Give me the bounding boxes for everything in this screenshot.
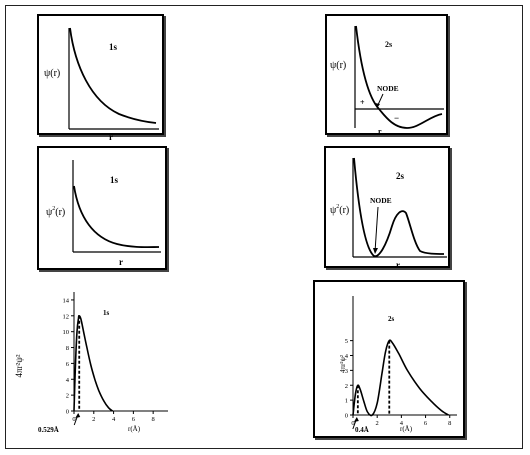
- y-tick-label: 6: [66, 361, 70, 368]
- y-tick-label: 0: [345, 413, 348, 420]
- x-axis-label: r: [396, 260, 400, 270]
- x-tick-label: 6: [132, 416, 136, 423]
- y-tick-label: 1: [345, 398, 348, 405]
- plus-sign: +: [360, 98, 365, 107]
- peak-label: 0.4Å: [355, 426, 369, 434]
- radial-2s-chart: 4πr²ψ² 2s r(Å) 0.4Å 0 1 2 3 4 5 0 2 4 6 8: [339, 296, 457, 434]
- x-axis-label: r: [378, 127, 382, 136]
- panel-title: 1s: [109, 42, 118, 52]
- y-tick-label: 12: [63, 313, 70, 320]
- y-tick-label: 5: [345, 338, 348, 345]
- x-tick-label: 2: [92, 416, 95, 423]
- panel-psi-2s: 2s ψ(r) NODE + − r: [325, 14, 448, 136]
- y-tick-label: 4: [66, 377, 70, 384]
- panel-title: 2s: [388, 315, 395, 323]
- x-tick-label: 4: [112, 416, 116, 423]
- panel-title: 1s: [110, 175, 119, 185]
- x-axis-label: r(Å): [128, 425, 141, 433]
- node-arrowhead: [375, 103, 380, 108]
- panel-radial-2s: 4πr²ψ² 2s r(Å) 0.4Å 0 1 2 3 4 5 0 2 4 6 8: [313, 280, 465, 438]
- y-tick-label: 4: [345, 353, 349, 360]
- panel-title: 2s: [385, 40, 392, 49]
- psi2-1s-plot: 1s ψ2(r) r: [46, 160, 161, 267]
- y-axis-label: 4πr²ψ²: [14, 354, 24, 377]
- y-axis-label: ψ(r): [44, 68, 60, 79]
- y-axis-label: ψ(r): [330, 60, 346, 71]
- node-label: NODE: [377, 84, 399, 93]
- x-tick-label: 6: [424, 420, 428, 427]
- x-axis-label: r: [119, 257, 123, 267]
- radial-distribution-curve: [352, 339, 449, 417]
- panel-psi-1s: 1s ψ(r) r: [37, 14, 164, 142]
- x-tick-label: 8: [152, 416, 155, 423]
- y-tick-label: 2: [66, 393, 69, 400]
- y-tick-label: 8: [66, 345, 69, 352]
- x-tick-label: 0: [72, 416, 75, 423]
- x-tick-label: 0: [351, 420, 354, 427]
- y-axis-label: ψ2(r): [330, 204, 349, 216]
- x-tick-label: 4: [400, 420, 404, 427]
- psi-1s-plot: 1s ψ(r) r: [44, 27, 159, 142]
- node-arrow: [374, 206, 379, 253]
- panel-psi2-1s: 1s ψ2(r) r: [37, 146, 167, 270]
- node-arrowhead: [373, 248, 378, 254]
- panel-title: 2s: [396, 171, 405, 181]
- radial-distribution-curve: [73, 314, 114, 412]
- x-tick-label: 8: [448, 420, 451, 427]
- peak-arrowhead: [75, 413, 81, 418]
- psi-2s-curve: [355, 25, 443, 129]
- x-tick-label: 2: [376, 420, 379, 427]
- y-tick-label: 14: [63, 297, 70, 304]
- psi2-1s-curve: [73, 185, 160, 249]
- x-axis-label: r(Å): [400, 425, 413, 433]
- y-axis-label: ψ2(r): [46, 206, 65, 218]
- y-tick-label: 10: [63, 329, 70, 336]
- y-tick-label: 0: [66, 409, 69, 416]
- figure-frame: [5, 5, 523, 449]
- psi-2s-plot: 2s ψ(r) NODE + − r: [330, 25, 444, 136]
- peak-label: 0.529Å: [38, 426, 59, 434]
- panel-psi2-2s: 2s ψ2(r) NODE r: [324, 146, 450, 270]
- peak-arrowhead: [353, 417, 359, 422]
- psi2-2s-plot: 2s ψ2(r) NODE r: [330, 157, 447, 270]
- node-label: NODE: [370, 196, 392, 205]
- radial-1s-chart: 4πr²ψ² 1s r(Å) 0.529Å 0 2 4 6 8 10 12 14 0 2 4 6 8: [14, 292, 168, 434]
- minus-sign: −: [394, 113, 399, 123]
- y-tick-label: 2: [345, 383, 348, 390]
- psi2-2s-curve: [353, 157, 445, 258]
- y-axis-label: 4πr²ψ²: [339, 355, 347, 373]
- y-tick-label: 3: [345, 368, 348, 375]
- panel-title: 1s: [103, 309, 110, 317]
- panel-radial-1s: 4πr²ψ² 1s r(Å) 0.529Å 0 2 4 6 8 10 12 14 0 2 4 6 8: [8, 282, 178, 442]
- x-axis-label: r: [109, 132, 113, 142]
- psi-1s-curve: [69, 27, 157, 124]
